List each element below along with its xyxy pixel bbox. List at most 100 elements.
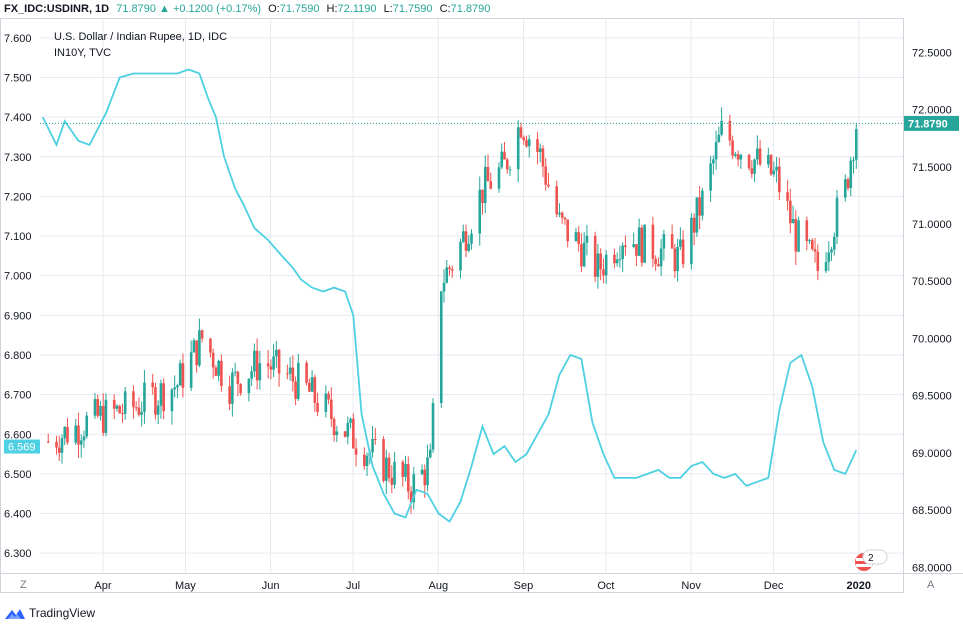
candle-body (365, 455, 369, 466)
candle-body (269, 366, 273, 370)
candle-body (173, 387, 176, 390)
candle-body (420, 469, 424, 475)
candle-body (297, 362, 300, 399)
candle-body (508, 169, 512, 171)
candle-body (580, 244, 583, 267)
candle-body (750, 168, 754, 174)
candle-body (593, 235, 597, 277)
candle-body (63, 427, 67, 439)
left-tick-label: 6.300 (4, 548, 32, 560)
candle-body (217, 360, 220, 376)
candle-body (736, 154, 740, 160)
candle-body (481, 189, 484, 203)
candle-body (621, 245, 624, 260)
candle-body (720, 120, 723, 135)
candle-body (670, 234, 674, 249)
right-price-axis[interactable]: 72.5000 72.0000 71.5000 71.0000 70.5000 70.00… (912, 47, 952, 574)
candle-body (406, 464, 410, 492)
corner-left-button[interactable]: Z (10, 576, 40, 591)
candle-body (46, 441, 50, 443)
candle-body (115, 405, 119, 409)
flag-badge[interactable]: 2 (855, 549, 888, 571)
candle-body (695, 197, 699, 233)
time-axis[interactable]: Apr May Jun Jul Aug Sep Oct Nov Dec 2020 (94, 580, 871, 592)
candle-body (96, 399, 100, 416)
candle-body (632, 244, 635, 247)
candle-body (731, 140, 734, 156)
candle-body (316, 402, 319, 413)
candle-body (412, 474, 416, 503)
candle-body (734, 154, 737, 156)
low-label: L: (383, 3, 393, 15)
candle-body (789, 200, 792, 224)
candle-body (431, 402, 435, 450)
candle-body (382, 439, 385, 481)
candle-body (247, 378, 251, 394)
legend-main-series: U.S. Dollar / Indian Rupee, 1D, IDC (54, 31, 227, 43)
candle-body (527, 139, 531, 147)
price-change: ▲ +0.1200 (+0.17%) (159, 3, 262, 15)
candle-body (599, 253, 602, 270)
right-tick-label: 68.0000 (912, 562, 952, 574)
candle-body (439, 291, 443, 403)
badge-count: 2 (868, 553, 874, 564)
candle-body (714, 142, 718, 160)
right-tick-label: 72.0000 (912, 105, 952, 117)
left-tick-label: 6.600 (4, 429, 32, 441)
candle-body (459, 241, 462, 271)
left-price-axis[interactable]: 7.600 7.500 7.400 7.300 7.200 7.100 7.000 6.900… (4, 33, 32, 560)
corner-right-button[interactable]: A (927, 579, 935, 591)
candle-body (346, 422, 350, 437)
candle-body (308, 382, 311, 392)
right-tick-label: 70.0000 (912, 333, 952, 345)
symbol-label[interactable]: FX_IDC:USDINR, 1D (4, 3, 110, 15)
candle-body (536, 139, 539, 153)
time-tick-label: May (175, 580, 196, 592)
candle-body (363, 454, 366, 466)
price-chart[interactable]: 7.600 7.500 7.400 7.300 7.200 7.100 7.000 6.900… (0, 18, 963, 604)
right-tick-label: 72.5000 (912, 47, 952, 59)
candle-body (154, 387, 157, 415)
candle-body (832, 236, 836, 250)
candle-body (55, 441, 58, 448)
candle-body (811, 240, 814, 250)
left-tick-label: 7.100 (4, 231, 32, 243)
candle-body (200, 330, 204, 339)
candle-body (797, 220, 800, 252)
candle-body (805, 220, 809, 242)
right-tick-label: 71.0000 (912, 219, 952, 231)
candle-body (497, 167, 501, 189)
candle-body (233, 371, 237, 373)
candle-body (808, 240, 811, 242)
left-tick-label: 6.700 (4, 390, 32, 402)
right-price-tag: 71.8790 (904, 115, 959, 131)
candle-body (560, 212, 564, 218)
candle-body (794, 219, 798, 252)
candle-body (239, 384, 242, 394)
time-tick-label: Sep (514, 580, 534, 592)
legend: U.S. Dollar / Indian Rupee, 1D, IDC IN10… (54, 31, 227, 59)
tradingview-logo-icon (5, 609, 25, 619)
candle-body (544, 166, 548, 185)
brand-footer[interactable]: TradingView (4, 604, 95, 622)
candle-body (679, 239, 682, 247)
candle-body (291, 367, 295, 382)
candle-body (60, 438, 64, 453)
candle-body (525, 140, 528, 147)
candle-body (753, 159, 756, 174)
candle-body (151, 382, 154, 388)
left-price-tag-value: 6.569 (8, 442, 36, 454)
low-value: 71.7590 (392, 3, 433, 15)
candle-body (846, 179, 850, 189)
candle-body (374, 438, 377, 440)
candle-body (384, 457, 388, 481)
candle-body (189, 352, 193, 388)
candle-body (843, 179, 847, 198)
candle-body (640, 227, 644, 263)
candle-body (470, 233, 473, 244)
high-label: H: (326, 3, 338, 15)
candle-body (681, 239, 685, 265)
candle-body (698, 197, 701, 216)
candle-body (77, 425, 80, 445)
candle-body (769, 154, 773, 175)
